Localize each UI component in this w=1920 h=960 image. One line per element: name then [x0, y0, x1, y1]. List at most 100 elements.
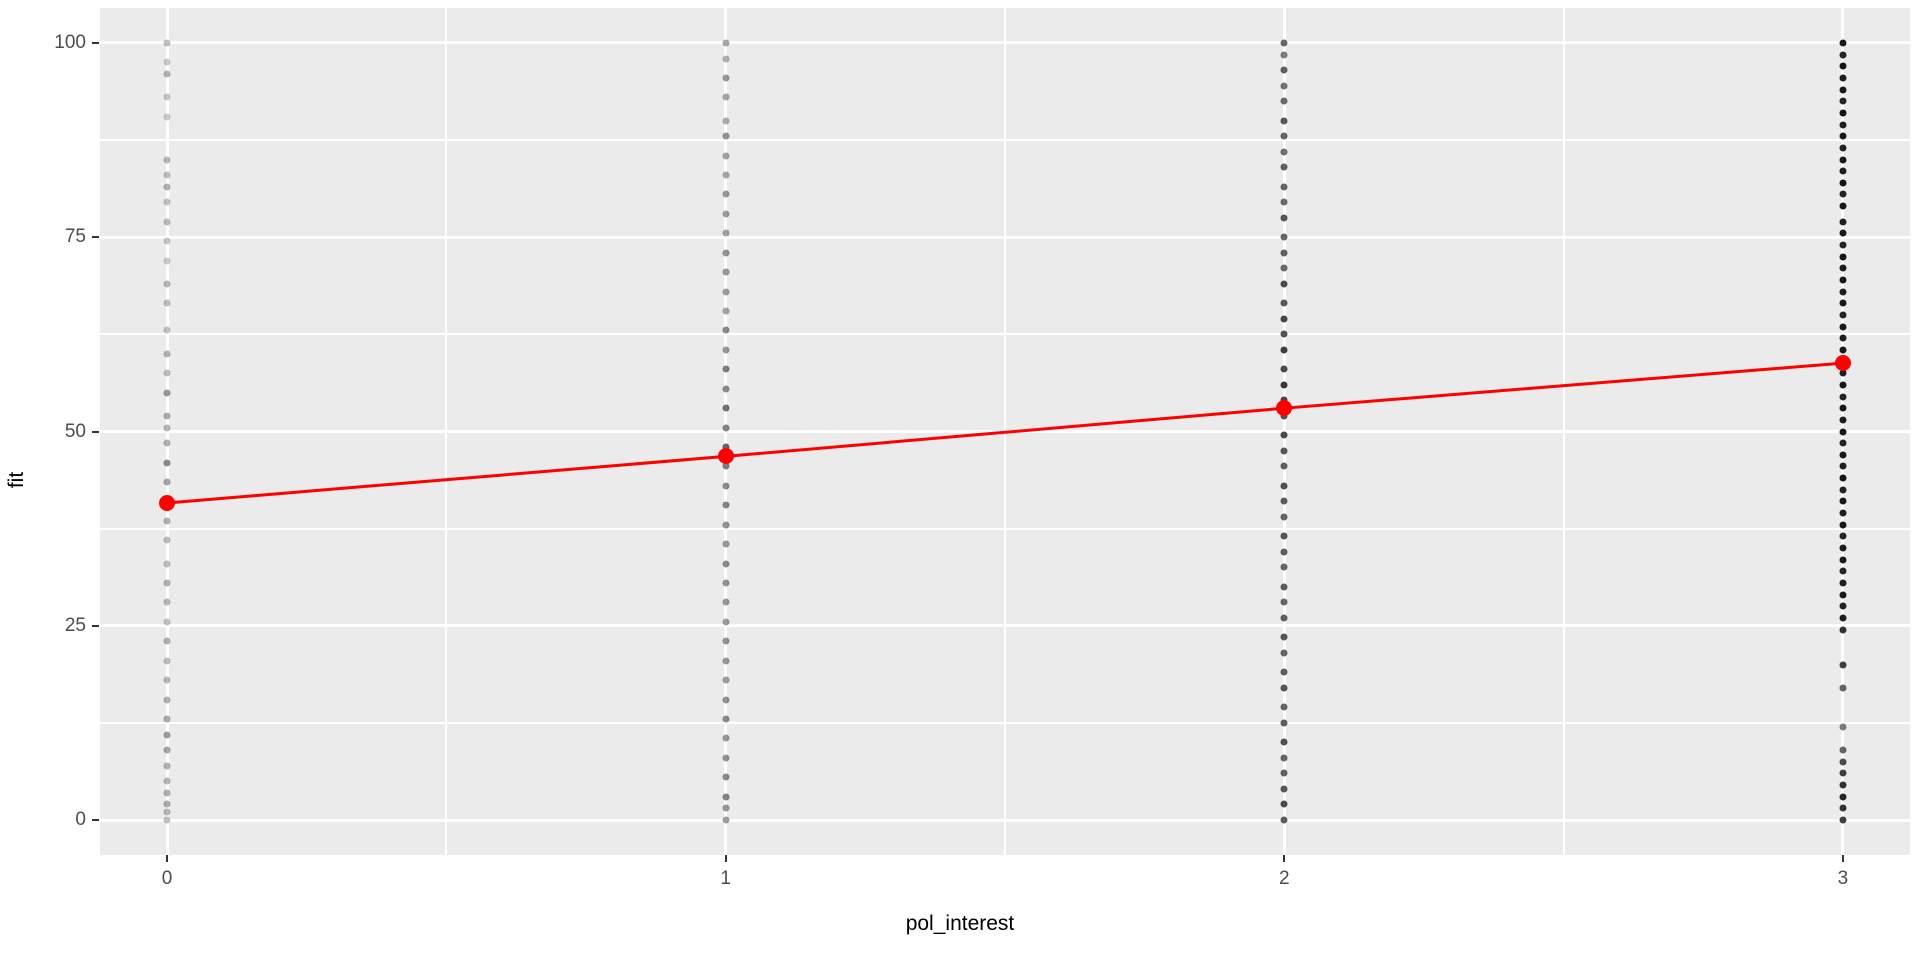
x-axis-tick-label: 1 — [720, 868, 731, 889]
rug-point — [1280, 738, 1288, 746]
rug-point — [722, 190, 730, 198]
rug-point — [1280, 431, 1288, 439]
rug-point — [163, 299, 171, 307]
y-axis-tick-mark — [92, 819, 99, 822]
rug-point — [1839, 369, 1847, 377]
rug-point — [1280, 97, 1288, 105]
rug-point — [722, 462, 730, 470]
rug-point — [1839, 591, 1847, 599]
rug-point — [1839, 626, 1847, 634]
rug-point — [1839, 804, 1847, 812]
rug-point — [1839, 74, 1847, 82]
rug-point — [163, 637, 171, 645]
rug-point — [722, 579, 730, 587]
y-axis-tick-labels: 0 25 50 75 100 — [34, 0, 86, 960]
rug-point — [1839, 156, 1847, 164]
rug-point — [163, 369, 171, 377]
rug-point — [1280, 769, 1288, 777]
rug-point — [1839, 474, 1847, 482]
y-axis-tick-mark — [92, 624, 99, 627]
fit-point — [1834, 355, 1851, 372]
rug-point — [1839, 544, 1847, 552]
rug-point — [722, 385, 730, 393]
rug-point — [1280, 66, 1288, 74]
rug-point — [1280, 703, 1288, 711]
rug-point — [163, 657, 171, 665]
rug-point — [722, 443, 730, 451]
y-axis-title-text: fit — [5, 471, 28, 489]
rug-point — [1839, 179, 1847, 187]
rug-point — [1280, 233, 1288, 241]
y-axis-tick-mark — [92, 41, 99, 44]
x-axis-title-text: pol_interest — [905, 912, 1015, 935]
rug-point — [1280, 381, 1288, 389]
rug-point — [1280, 132, 1288, 140]
rug-point — [1839, 253, 1847, 261]
rug-point — [163, 808, 171, 816]
rug-point — [163, 156, 171, 164]
rug-point — [1839, 567, 1847, 575]
rug-point — [1280, 299, 1288, 307]
rug-point — [163, 58, 171, 66]
rug-point — [1280, 249, 1288, 257]
rug-point — [1280, 563, 1288, 571]
rug-point — [722, 657, 730, 665]
rug-point — [722, 74, 730, 82]
rug-point — [1839, 556, 1847, 564]
rug-point — [163, 715, 171, 723]
rug-point — [722, 734, 730, 742]
rug-point — [163, 198, 171, 206]
rug-point — [1839, 229, 1847, 237]
rug-point — [163, 816, 171, 824]
rug-point — [1839, 334, 1847, 342]
rug-point — [1280, 117, 1288, 125]
data-layer — [100, 8, 1910, 855]
y-axis-tick-label: 0 — [75, 809, 86, 831]
x-axis-tick-labels: 0 1 2 3 — [0, 862, 1920, 902]
rug-point — [1280, 330, 1288, 338]
gridline-major-horizontal — [100, 624, 1910, 628]
rug-point — [1280, 513, 1288, 521]
rug-point — [722, 637, 730, 645]
rug-point — [722, 793, 730, 801]
rug-point — [722, 501, 730, 509]
gridline-major-vertical — [724, 8, 728, 855]
rug-point — [1280, 163, 1288, 171]
rug-point — [722, 816, 730, 824]
rug-point — [722, 93, 730, 101]
rug-point — [163, 579, 171, 587]
rug-point — [722, 540, 730, 548]
rug-point — [1839, 109, 1847, 117]
rug-point — [1839, 602, 1847, 610]
rug-point — [1839, 39, 1847, 47]
rug-point — [163, 412, 171, 420]
rug-point — [163, 70, 171, 78]
x-axis-tick-label: 2 — [1279, 868, 1290, 889]
rug-point — [163, 113, 171, 121]
rug-point — [163, 789, 171, 797]
rug-point — [1839, 684, 1847, 692]
rug-point — [163, 536, 171, 544]
rug-point — [1839, 381, 1847, 389]
rug-point — [722, 696, 730, 704]
fit-point — [159, 494, 176, 511]
rug-point — [1839, 202, 1847, 210]
rug-point — [1839, 121, 1847, 129]
rug-point — [722, 39, 730, 47]
x-axis-tick-mark — [1841, 855, 1844, 862]
gridline-major-vertical — [165, 8, 169, 855]
rug-point — [722, 804, 730, 812]
rug-point — [722, 404, 730, 412]
rug-point — [1280, 183, 1288, 191]
rug-point — [722, 210, 730, 218]
rug-point — [1280, 82, 1288, 90]
x-axis-tick-mark — [166, 855, 169, 862]
y-axis-title: fit — [0, 0, 34, 960]
rug-point — [163, 389, 171, 397]
rug-point — [1839, 723, 1847, 731]
rug-point — [1280, 315, 1288, 323]
fit-line — [166, 361, 1844, 505]
rug-point — [1280, 816, 1288, 824]
rug-point — [1839, 241, 1847, 249]
